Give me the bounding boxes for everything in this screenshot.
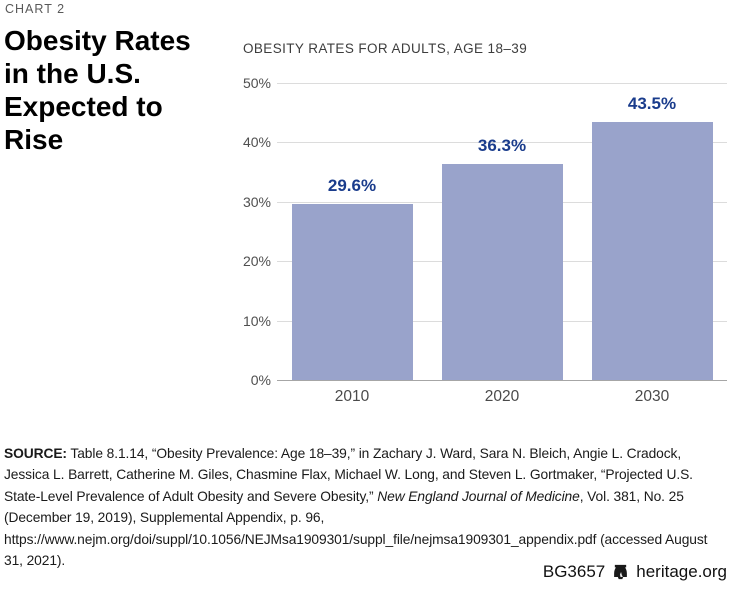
bar-value-label: 43.5%	[627, 93, 677, 113]
chart-kicker: CHART 2	[5, 2, 66, 16]
gridline	[277, 142, 727, 144]
y-axis-tick-label: 20%	[242, 253, 271, 270]
report-id: BG3657	[542, 562, 606, 581]
y-axis-tick-label: 50%	[242, 75, 271, 91]
page-title: Obesity Rates in the U.S. Expected to Ri…	[4, 25, 191, 155]
bar-2030	[591, 121, 713, 380]
liberty-bell-icon	[612, 564, 629, 580]
y-axis-tick-label: 40%	[242, 134, 271, 151]
bar-chart-plot-area: 0% 10% 20% 30% 40% 50% 29.6% 2010 36.3% 2020 43.5%…	[243, 75, 727, 405]
y-axis-tick-label: 0%	[250, 372, 271, 388]
site-name: heritage.org	[636, 562, 727, 581]
x-axis-tick-label: 2020	[484, 388, 520, 405]
x-axis-line	[277, 380, 727, 381]
x-axis-tick-label: 2030	[634, 388, 670, 405]
chart-title: OBESITY RATES FOR ADULTS, AGE 18–39	[243, 41, 528, 56]
bar-value-label: 36.3%	[477, 136, 527, 156]
source-note: SOURCE: Table 8.1.14, “Obesity Prevalenc…	[4, 443, 728, 572]
bar-2020	[441, 164, 563, 380]
y-axis-tick-label: 30%	[242, 193, 271, 210]
gridline	[277, 83, 727, 84]
source-label: SOURCE:	[4, 445, 67, 461]
footer: BG3657 heritage.org	[543, 562, 727, 582]
bar-2010	[291, 204, 413, 380]
source-text-1: Table 8.1.14, “Obesity Prevalence: Age 1…	[4, 445, 693, 504]
y-axis-tick-label: 10%	[242, 312, 271, 329]
bar-value-label: 29.6%	[327, 176, 377, 196]
source-journal-name: New England Journal of Medicine	[377, 488, 580, 504]
source-text-2: , Vol. 381, No. 25 (December 19, 2019), …	[4, 488, 708, 569]
x-axis-tick-label: 2010	[334, 388, 370, 405]
